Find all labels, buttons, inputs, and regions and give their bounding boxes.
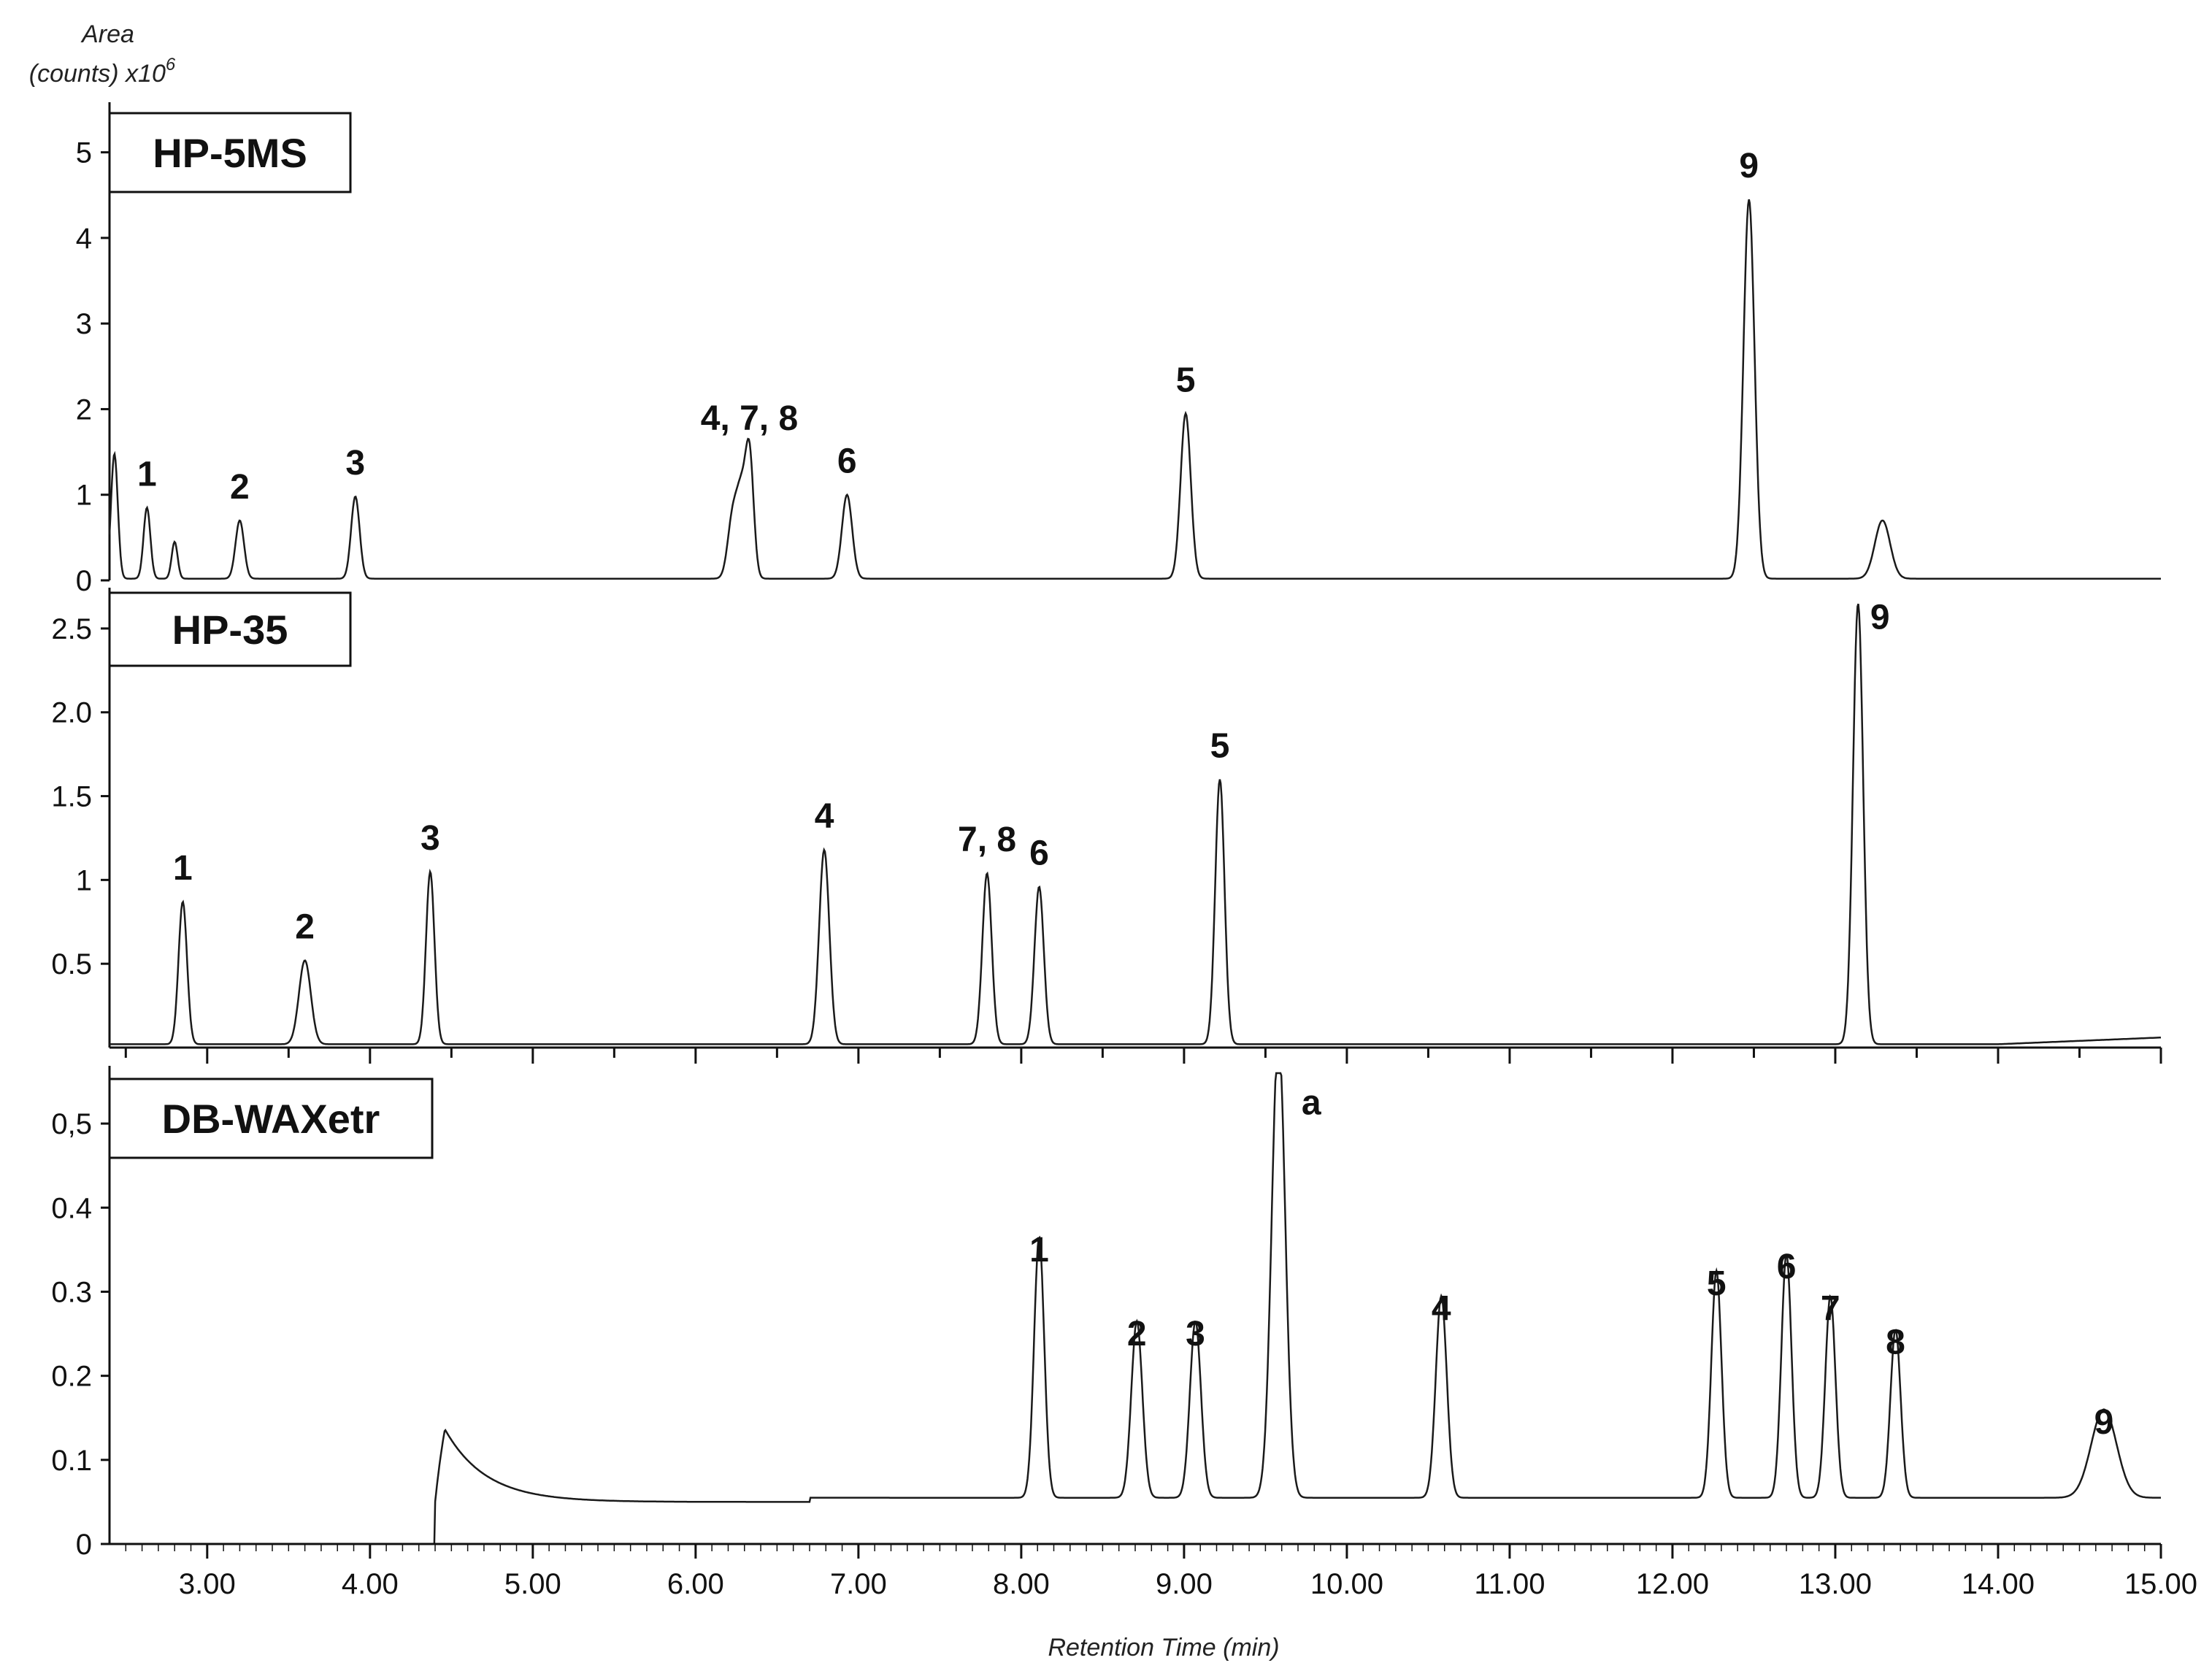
peak-label: 5	[1707, 1264, 1727, 1303]
y-axis-title-line1: Area	[80, 20, 134, 48]
column-name-label: DB-WAXetr	[162, 1096, 380, 1142]
y-tick-label: 1	[76, 864, 92, 896]
peak-label: 3	[345, 444, 365, 483]
x-tick-label: 12.00	[1636, 1568, 1709, 1600]
y-axis-title-exponent: 6	[166, 55, 176, 74]
y-tick-label: 1	[76, 480, 92, 512]
y-tick-label: 1.5	[51, 781, 92, 813]
y-tick-label: 2.0	[51, 697, 92, 729]
y-tick-label: 0.2	[51, 1361, 92, 1393]
peak-label: 5	[1210, 727, 1230, 766]
y-tick-label: 2	[76, 393, 92, 426]
peak-label: 4, 7, 8	[701, 399, 798, 438]
peak-label: 8	[1886, 1324, 1905, 1362]
column-name-box	[108, 591, 352, 667]
panel-hp-35: 0.5 1 1.5 2.0 2.5 1 2 3 4 7, 8 6 5 9 HP-35	[51, 588, 2162, 1048]
x-tick-label: 4.00	[342, 1568, 399, 1600]
peak-label: 2	[1127, 1315, 1147, 1353]
y-tick-label: 4	[76, 223, 92, 255]
peak-label: 5	[1176, 361, 1196, 399]
column-name-label: HP-5MS	[153, 130, 307, 176]
peak-label: 9	[1870, 598, 1890, 637]
panel-hp-5ms: 0 1 2 3 4 5 1 2 3 4, 7, 8 6 5 9 HP-5MS	[76, 102, 2161, 597]
x-tick-label: 13.00	[1799, 1568, 1872, 1600]
peak-label: 3	[1186, 1315, 1205, 1353]
x-tick-label: 14.00	[1962, 1568, 2035, 1600]
x-axis-title: Retention Time (min)	[1048, 1634, 1279, 1662]
y-tick-label: 3	[76, 308, 92, 340]
peak-label: 7	[1821, 1290, 1840, 1329]
peak-label: 4	[1432, 1290, 1451, 1329]
peak-label: 6	[837, 442, 857, 481]
chromatogram-trace	[108, 199, 2161, 580]
x-tick-label: 5.00	[504, 1568, 561, 1600]
y-tick-label: 0	[76, 1529, 92, 1561]
y-tick-label: 0.4	[51, 1192, 92, 1224]
y-tick-label: 0.1	[51, 1445, 92, 1477]
peak-label: 7, 8	[958, 821, 1016, 859]
panel-db-waxetr: 0 0.1 0.2 0.3 0.4 0,5 1 2 3 a 4 5 67 8 9 DB-WAXetr	[51, 1066, 2161, 1561]
peak-label: 2	[295, 908, 315, 947]
y-tick-label: 0	[76, 565, 92, 597]
peak-label: 1	[1029, 1231, 1049, 1269]
x-tick-label: 7.00	[830, 1568, 887, 1600]
chromatogram-trace	[110, 1072, 2161, 1545]
peak-label: 1	[173, 849, 193, 888]
y-tick-label: 0.5	[51, 948, 92, 980]
x-tick-label: 15.00	[2124, 1568, 2197, 1600]
x-tick-label: 6.00	[667, 1568, 724, 1600]
x-axis: 3.00 4.00 5.00 6.00 7.00 8.00 9.00 10.00 11.00 12…	[110, 1046, 2197, 1600]
column-name-box	[108, 1077, 434, 1159]
peak-label: 6	[1029, 834, 1049, 873]
peak-label: 4	[815, 797, 834, 836]
column-name-label: HP-35	[172, 607, 288, 653]
x-tick-label: 3.00	[179, 1568, 236, 1600]
peak-label: 2	[230, 468, 250, 507]
y-tick-label: 2.5	[51, 613, 92, 645]
peak-label: 9	[1739, 147, 1759, 185]
y-axis-title-line2: (counts) x106	[29, 55, 176, 88]
y-tick-label: 5	[76, 137, 92, 169]
column-name-box	[108, 112, 352, 193]
x-tick-label: 9.00	[1156, 1568, 1213, 1600]
peak-label: 9	[2094, 1403, 2114, 1442]
y-axis-title-units: (counts) x10	[29, 60, 166, 88]
chromatogram-trace	[110, 603, 2162, 1045]
x-tick-label: 8.00	[993, 1568, 1050, 1600]
y-tick-label: 0.3	[51, 1276, 92, 1308]
peak-label: 1	[137, 455, 157, 493]
x-tick-label: 11.00	[1474, 1568, 1545, 1600]
y-axis-title: Area (counts) x106	[29, 20, 176, 88]
peak-label: 3	[420, 819, 440, 858]
peak-label: 6	[1777, 1248, 1797, 1286]
peak-label: a	[1302, 1084, 1321, 1123]
y-tick-label: 0,5	[51, 1108, 92, 1140]
x-tick-label: 10.00	[1310, 1568, 1383, 1600]
